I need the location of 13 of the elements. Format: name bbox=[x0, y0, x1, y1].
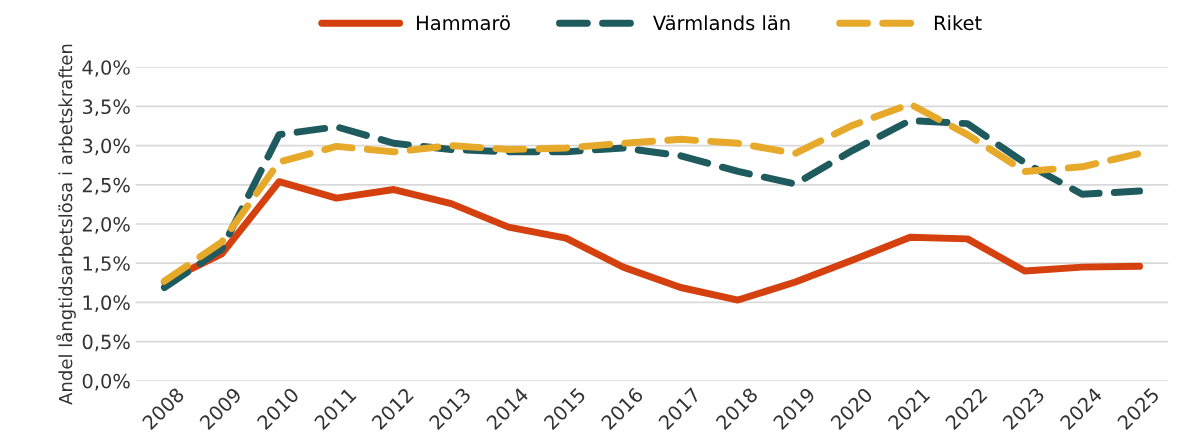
y-tick-label: 3,5% bbox=[82, 99, 130, 117]
legend-label: Värmlands län bbox=[653, 15, 790, 31]
y-tick-label: 4,0% bbox=[82, 60, 130, 77]
y-tick-label: 0,5% bbox=[82, 334, 130, 352]
y-tick-label: 0,0% bbox=[82, 373, 130, 391]
y-tick-label: 1,5% bbox=[83, 256, 130, 273]
y-tick-label: 1,0% bbox=[83, 295, 130, 313]
y-tick-label: 2,5% bbox=[82, 177, 130, 195]
y-tick-label: 3,0% bbox=[82, 138, 130, 156]
y-axis-title: Andel långtidsarbetslösa i arbetskraften bbox=[56, 44, 76, 405]
y-tick-label: 2,0% bbox=[82, 216, 130, 234]
legend-label: Riket bbox=[934, 15, 982, 31]
legend-label: Hammarö bbox=[417, 15, 510, 31]
